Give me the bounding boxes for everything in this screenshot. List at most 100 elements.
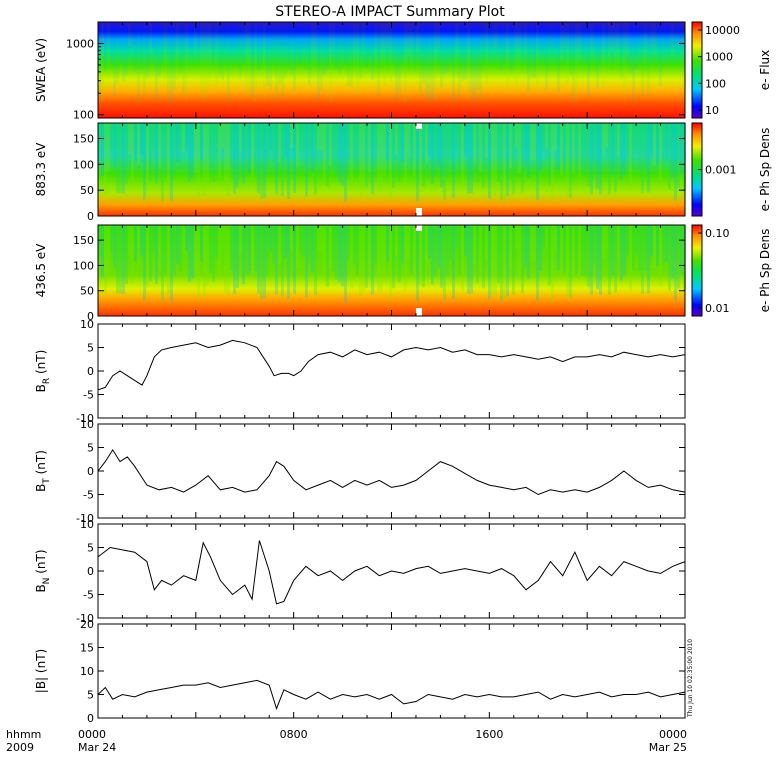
corner-label-year: 2009 xyxy=(6,741,34,754)
pad_883-texture-column xyxy=(137,123,140,165)
pad_436-colorbar-tick-label: 0.01 xyxy=(705,302,730,315)
swea-texture-column xyxy=(152,22,155,48)
pad_883-texture-column xyxy=(101,123,104,177)
pad_436-texture-column xyxy=(227,225,230,296)
pad_883-texture-column xyxy=(311,123,314,172)
swea-texture-column xyxy=(365,22,368,68)
pad_883-texture-column xyxy=(257,123,260,194)
pad_436-texture-column xyxy=(308,225,311,264)
pad_436-texture-column xyxy=(119,225,122,294)
swea-texture-column xyxy=(521,22,524,53)
swea-texture-column xyxy=(380,22,383,66)
pad_883-texture-column xyxy=(200,123,203,160)
pad_436-texture-column xyxy=(662,225,665,265)
swea-texture-column xyxy=(368,22,371,57)
swea-spectrogram-texture xyxy=(98,22,686,104)
pad_436-texture-column xyxy=(395,225,398,255)
pad_436-texture-column xyxy=(164,225,167,275)
pad_883-texture-column xyxy=(488,123,491,199)
pad_436-texture-column xyxy=(332,225,335,272)
pad_436-texture-column xyxy=(443,225,446,300)
pad_883-texture-column xyxy=(587,123,590,187)
pad_883-texture-column xyxy=(605,123,608,148)
pad_436-texture-column xyxy=(620,225,623,281)
pad_883-texture-column xyxy=(599,123,602,195)
pad_436-texture-column xyxy=(653,225,656,268)
pad_436-texture-column xyxy=(155,225,158,285)
pad_883-texture-column xyxy=(332,123,335,171)
pad_436-texture-column xyxy=(353,225,356,264)
pad_436-texture-column xyxy=(512,225,515,295)
pad_883-spectrogram xyxy=(98,123,685,216)
pad_436-texture-column xyxy=(248,225,251,275)
pad_883-texture-column xyxy=(320,123,323,151)
pad_883-texture-column xyxy=(155,123,158,184)
pad_436-texture-column xyxy=(344,225,347,303)
pad_883-texture-column xyxy=(581,123,584,175)
swea-texture-column xyxy=(494,22,497,50)
pad_436-texture-column xyxy=(452,225,455,299)
swea-texture-column xyxy=(467,22,470,100)
swea-texture-column xyxy=(194,22,197,63)
pad_883-texture-column xyxy=(620,123,623,180)
pad_883-texture-column xyxy=(125,123,128,184)
pad_883-texture-column xyxy=(533,123,536,161)
bmag-plot-area xyxy=(98,624,685,718)
swea-texture-column xyxy=(626,22,629,57)
swea-texture-column xyxy=(518,22,521,73)
pad_883-texture-column xyxy=(527,123,530,178)
pad_883-texture-column xyxy=(344,123,347,203)
br-ytick-label: 5 xyxy=(87,342,94,355)
pad_436-spectrogram xyxy=(98,225,685,316)
pad_436-texture-column xyxy=(317,225,320,251)
swea-texture-column xyxy=(659,22,662,86)
swea-texture-column xyxy=(575,22,578,101)
swea-texture-column xyxy=(554,22,557,50)
swea-texture-column xyxy=(179,22,182,73)
swea-texture-column xyxy=(284,22,287,77)
bn-ylabel: BN (nT) xyxy=(34,549,52,592)
pad_883-texture-column xyxy=(659,123,662,186)
pad_436-texture-column xyxy=(230,225,233,271)
pad_883-texture-column xyxy=(113,123,116,167)
swea-texture-column xyxy=(551,22,554,62)
pad_883-texture-column xyxy=(674,123,677,201)
timestamp-label: Thu Jun 10 02:35:00 2010 xyxy=(687,639,694,718)
pad_883-texture-column xyxy=(260,123,263,199)
swea-texture-column xyxy=(581,22,584,62)
swea-texture-column xyxy=(398,22,401,92)
pad_436-texture-column xyxy=(623,225,626,276)
pad_436-texture-column xyxy=(167,225,170,295)
swea-texture-column xyxy=(146,22,149,77)
swea-texture-column xyxy=(128,22,131,47)
pad_883-colorbar xyxy=(692,123,702,216)
swea-texture-column xyxy=(662,22,665,66)
swea-texture-column xyxy=(422,22,425,83)
swea-texture-column xyxy=(167,22,170,98)
pad_436-texture-column xyxy=(551,225,554,303)
swea-texture-column xyxy=(410,22,413,69)
pad_883-texture-column xyxy=(317,123,320,150)
pad_883-texture-column xyxy=(350,123,353,188)
pad_883-texture-column xyxy=(242,123,245,184)
pad_883-texture-column xyxy=(491,123,494,195)
pad_883-texture-column xyxy=(542,123,545,148)
swea-texture-column xyxy=(104,22,107,72)
bn-ylabel-main: B xyxy=(34,584,48,592)
pad_436-texture-column xyxy=(368,225,371,273)
pad_883-texture-column xyxy=(545,123,548,148)
pad_436-texture-column xyxy=(389,225,392,299)
pad_883-texture-column xyxy=(593,123,596,163)
pad_436-texture-column xyxy=(203,225,206,297)
pad_883-texture-column xyxy=(572,123,575,174)
swea-texture-column xyxy=(668,22,671,61)
pad_436-texture-column xyxy=(575,225,578,275)
pad_883-texture-column xyxy=(440,123,443,188)
pad_883-ytick-label: 150 xyxy=(73,133,94,146)
pad_883-colorbar-label: e- Ph Sp Dens xyxy=(758,128,772,212)
pad_436-texture-column xyxy=(350,225,353,289)
swea-texture-column xyxy=(137,22,140,104)
pad_436-texture-column xyxy=(137,225,140,266)
pad_436-texture-column xyxy=(206,225,209,285)
